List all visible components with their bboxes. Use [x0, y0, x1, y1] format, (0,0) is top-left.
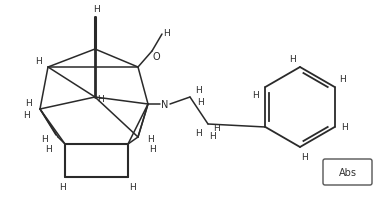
Text: H: H	[341, 123, 348, 132]
Text: H: H	[195, 86, 201, 95]
Text: H: H	[197, 98, 204, 107]
Text: H: H	[149, 145, 156, 154]
Text: H: H	[59, 183, 65, 192]
Text: H: H	[339, 75, 346, 84]
Text: H: H	[41, 135, 47, 144]
Text: N: N	[161, 100, 169, 109]
Text: Abs: Abs	[339, 167, 356, 177]
Text: H: H	[147, 135, 153, 144]
Text: H: H	[25, 99, 31, 108]
Text: H: H	[98, 95, 104, 104]
Text: O: O	[152, 52, 160, 62]
Text: H: H	[195, 129, 201, 138]
Text: H: H	[301, 153, 308, 162]
FancyBboxPatch shape	[323, 159, 372, 185]
Text: H: H	[45, 145, 51, 154]
Text: H: H	[290, 55, 296, 64]
Text: H: H	[213, 124, 219, 133]
Text: H: H	[252, 91, 259, 100]
Text: H: H	[130, 183, 136, 192]
Text: H: H	[35, 57, 41, 66]
Text: H: H	[163, 28, 169, 37]
Text: H: H	[93, 5, 99, 14]
Text: H: H	[23, 111, 29, 120]
Text: H: H	[209, 132, 215, 141]
